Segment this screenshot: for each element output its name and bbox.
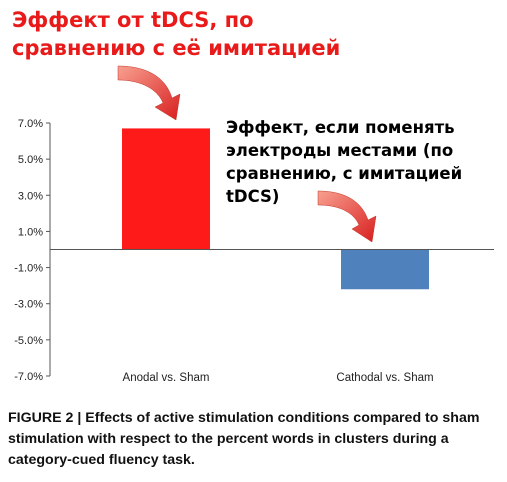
arrow-cathodal-icon <box>317 190 377 243</box>
y-tick-label: 1.0% <box>18 226 43 238</box>
y-tick-label: 3.0% <box>18 190 43 202</box>
x-category-label: Cathodal vs. Sham <box>336 372 433 384</box>
bar-chart: 7.0% 5.0% 3.0% 1.0% -1.0% -3.0% -5.0% -7.0% Ano… <box>14 65 494 384</box>
annotation-anodal: Эффект от tDCS, по сравнению с её имитац… <box>12 8 341 60</box>
y-tick-label: -5.0% <box>14 335 43 347</box>
y-tick-label: -3.0% <box>14 299 43 311</box>
x-category-label: Anodal vs. Sham <box>123 372 210 384</box>
bar-anodal <box>122 128 210 250</box>
y-tick-label: -1.0% <box>14 263 43 275</box>
y-tick-label: 5.0% <box>18 154 43 166</box>
bar-cathodal <box>341 249 429 290</box>
arrow-anodal-icon <box>117 65 181 121</box>
figure-caption: FIGURE 2 | Effects of active stimulation… <box>8 410 480 468</box>
y-tick-label: -7.0% <box>14 371 43 383</box>
y-tick-label: 7.0% <box>18 118 43 130</box>
annotation-cathodal: Эффект, если поменять электроды местами … <box>226 118 463 206</box>
